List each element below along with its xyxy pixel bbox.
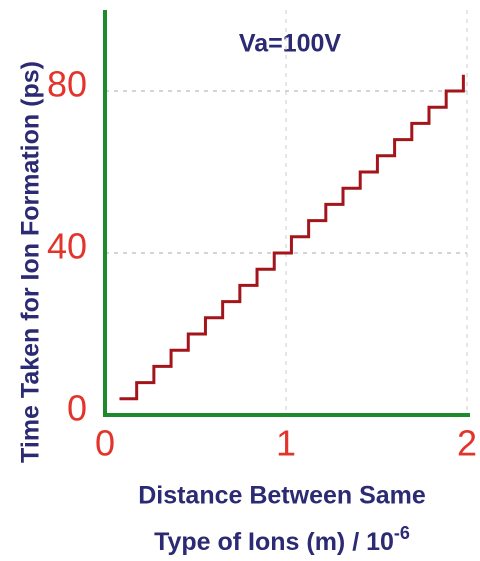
y-tick-label: 80	[47, 64, 87, 105]
annotation: Va=100V	[239, 30, 342, 58]
step-line	[119, 74, 465, 401]
x-tick-label: 2	[457, 423, 477, 464]
x-axis-label: Type of Ions (m) / 10-6	[154, 523, 410, 556]
x-tick-label: 0	[95, 423, 115, 464]
y-axis-label: Time Taken for Ion Formation (ps)	[17, 61, 45, 463]
x-axis-label-text: Type of Ions (m) / 10	[154, 528, 394, 556]
y-tick-label: 0	[67, 388, 87, 429]
x-axis-label: Distance Between Same	[138, 482, 426, 510]
y-tick-label: 40	[47, 226, 87, 267]
x-axis-label-superscript: -6	[394, 523, 410, 543]
x-tick-label: 1	[276, 423, 296, 464]
